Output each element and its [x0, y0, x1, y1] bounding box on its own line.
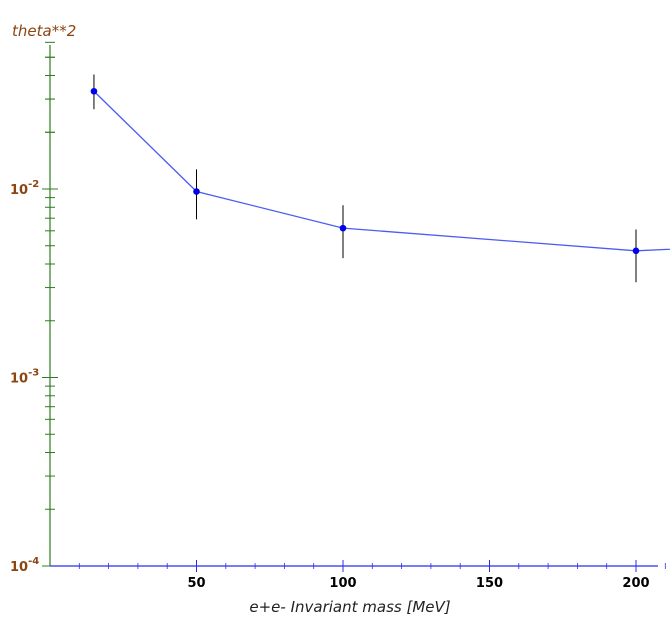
- y-tick-label: 10-2: [10, 179, 39, 198]
- data-point: [632, 247, 640, 255]
- y-tick-label-exponent: -2: [28, 179, 39, 190]
- y-tick-label-exponent: -3: [28, 368, 39, 379]
- series-line: [93, 90, 670, 252]
- x-tick-label: 200: [622, 576, 649, 591]
- data-point: [90, 87, 98, 95]
- y-tick-label-base: 10: [10, 183, 28, 198]
- x-tick-label: 150: [476, 576, 503, 591]
- data-point: [193, 188, 200, 195]
- x-tick-label: 50: [187, 576, 205, 591]
- x-tick-label: 100: [329, 576, 356, 591]
- y-tick-label-base: 10: [10, 372, 28, 387]
- chart-marks: [90, 74, 670, 283]
- x-axis-title: e+e- Invariant mass [MeV]: [249, 598, 450, 616]
- y-tick-label: 10-4: [10, 556, 39, 575]
- y-axis-title: theta**2: [12, 22, 76, 40]
- axes: 10-210-310-450100150200250300350400: [10, 41, 666, 591]
- y-tick-label: 10-3: [10, 368, 39, 387]
- data-point: [339, 224, 347, 232]
- y-tick-label-exponent: -4: [28, 556, 39, 567]
- y-tick-label-base: 10: [10, 560, 28, 575]
